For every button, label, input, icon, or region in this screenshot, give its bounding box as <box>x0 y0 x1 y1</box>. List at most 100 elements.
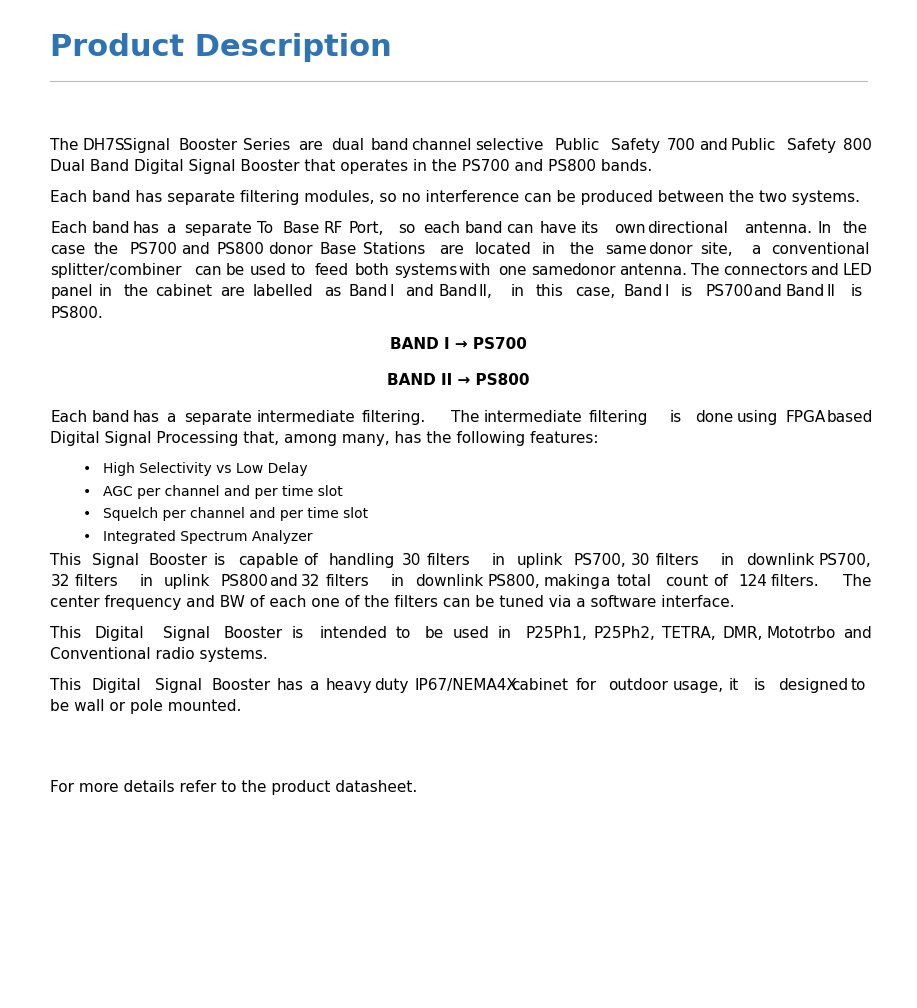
Text: heavy: heavy <box>326 678 372 692</box>
Text: Signal: Signal <box>123 138 170 153</box>
Text: •: • <box>83 507 91 521</box>
Text: used: used <box>250 263 287 278</box>
Text: PS800.: PS800. <box>50 305 104 321</box>
Text: is: is <box>669 410 682 425</box>
Text: Series: Series <box>243 138 290 153</box>
Text: Public: Public <box>555 138 600 153</box>
Text: To: To <box>257 221 273 236</box>
Text: Squelch per channel and per time slot: Squelch per channel and per time slot <box>103 507 368 521</box>
Text: in: in <box>542 242 556 257</box>
Text: the: the <box>843 221 867 236</box>
Text: case,: case, <box>576 284 616 299</box>
Text: Safety: Safety <box>611 138 659 153</box>
Text: are: are <box>438 242 463 257</box>
Text: center frequency and BW of each one of the filters can be tuned via a software i: center frequency and BW of each one of t… <box>50 595 735 610</box>
Text: has: has <box>133 221 160 236</box>
Text: I: I <box>389 284 393 299</box>
Text: in: in <box>99 284 113 299</box>
Text: BAND I → PS700: BAND I → PS700 <box>390 337 527 352</box>
Text: antenna.: antenna. <box>745 221 812 236</box>
Text: outdoor: outdoor <box>608 678 668 692</box>
Text: band: band <box>92 221 130 236</box>
Text: labelled: labelled <box>252 284 313 299</box>
Text: as: as <box>325 284 342 299</box>
Text: the: the <box>123 284 149 299</box>
Text: selective: selective <box>475 138 543 153</box>
Text: a: a <box>752 242 761 257</box>
Text: Safety: Safety <box>787 138 835 153</box>
Text: in: in <box>139 574 153 589</box>
Text: Public: Public <box>731 138 776 153</box>
Text: uplink: uplink <box>164 574 210 589</box>
Text: capable: capable <box>238 552 299 568</box>
Text: Digital: Digital <box>94 626 144 641</box>
Text: Band: Band <box>624 284 663 299</box>
Text: is: is <box>851 284 863 299</box>
Text: Base: Base <box>320 242 357 257</box>
Text: done: done <box>695 410 734 425</box>
Text: band: band <box>92 410 130 425</box>
Text: PS800: PS800 <box>220 574 268 589</box>
Text: case: case <box>50 242 86 257</box>
Text: are: are <box>220 284 245 299</box>
Text: is: is <box>292 626 304 641</box>
Text: PS700,: PS700, <box>819 552 872 568</box>
Text: in: in <box>391 574 404 589</box>
Text: separate: separate <box>183 221 251 236</box>
Text: systems: systems <box>394 263 458 278</box>
Text: Port,: Port, <box>348 221 384 236</box>
Text: same: same <box>605 242 646 257</box>
Text: intermediate: intermediate <box>484 410 582 425</box>
Text: •: • <box>83 462 91 476</box>
Text: is: is <box>214 552 226 568</box>
Text: High Selectivity vs Low Delay: High Selectivity vs Low Delay <box>103 462 307 476</box>
Text: same: same <box>531 263 572 278</box>
Text: and: and <box>754 284 782 299</box>
Text: is: is <box>754 678 766 692</box>
Text: Signal: Signal <box>163 626 210 641</box>
Text: band: band <box>370 138 409 153</box>
Text: PS800,: PS800, <box>487 574 540 589</box>
Text: be wall or pole mounted.: be wall or pole mounted. <box>50 699 242 714</box>
Text: downlink: downlink <box>746 552 814 568</box>
Text: and: and <box>699 138 727 153</box>
Text: Each band has separate filtering modules, so no interference can be produced bet: Each band has separate filtering modules… <box>50 191 860 206</box>
Text: count: count <box>665 574 708 589</box>
Text: This: This <box>50 678 82 692</box>
Text: Digital: Digital <box>91 678 140 692</box>
Text: band: band <box>465 221 503 236</box>
Text: in: in <box>492 552 505 568</box>
Text: can: can <box>193 263 221 278</box>
Text: separate: separate <box>183 410 251 425</box>
Text: and: and <box>182 242 210 257</box>
Text: filters: filters <box>426 552 470 568</box>
Text: dual: dual <box>331 138 364 153</box>
Text: RF: RF <box>324 221 343 236</box>
Text: antenna.: antenna. <box>619 263 687 278</box>
Text: Stations: Stations <box>363 242 425 257</box>
Text: Product Description: Product Description <box>50 33 392 62</box>
Text: Dual Band Digital Signal Booster that operates in the PS700 and PS800 bands.: Dual Band Digital Signal Booster that op… <box>50 159 653 174</box>
Text: each: each <box>424 221 460 236</box>
Text: conventional: conventional <box>771 242 869 257</box>
Text: and: and <box>405 284 435 299</box>
Text: P25Ph1,: P25Ph1, <box>525 626 588 641</box>
Text: intermediate: intermediate <box>257 410 356 425</box>
Text: Booster: Booster <box>149 552 207 568</box>
Text: a: a <box>166 410 176 425</box>
Text: panel: panel <box>50 284 93 299</box>
Text: it: it <box>729 678 739 692</box>
Text: This: This <box>50 626 82 641</box>
Text: filtering: filtering <box>589 410 648 425</box>
Text: Conventional radio systems.: Conventional radio systems. <box>50 647 268 662</box>
Text: used: used <box>453 626 490 641</box>
Text: Integrated Spectrum Analyzer: Integrated Spectrum Analyzer <box>103 530 312 544</box>
Text: Each: Each <box>50 410 87 425</box>
Text: This: This <box>50 552 82 568</box>
Text: intended: intended <box>320 626 388 641</box>
Text: Digital Signal Processing that, among many, has the following features:: Digital Signal Processing that, among ma… <box>50 431 599 447</box>
Text: a: a <box>166 221 176 236</box>
Text: channel: channel <box>411 138 471 153</box>
Text: donor: donor <box>648 242 693 257</box>
Text: II: II <box>826 284 835 299</box>
